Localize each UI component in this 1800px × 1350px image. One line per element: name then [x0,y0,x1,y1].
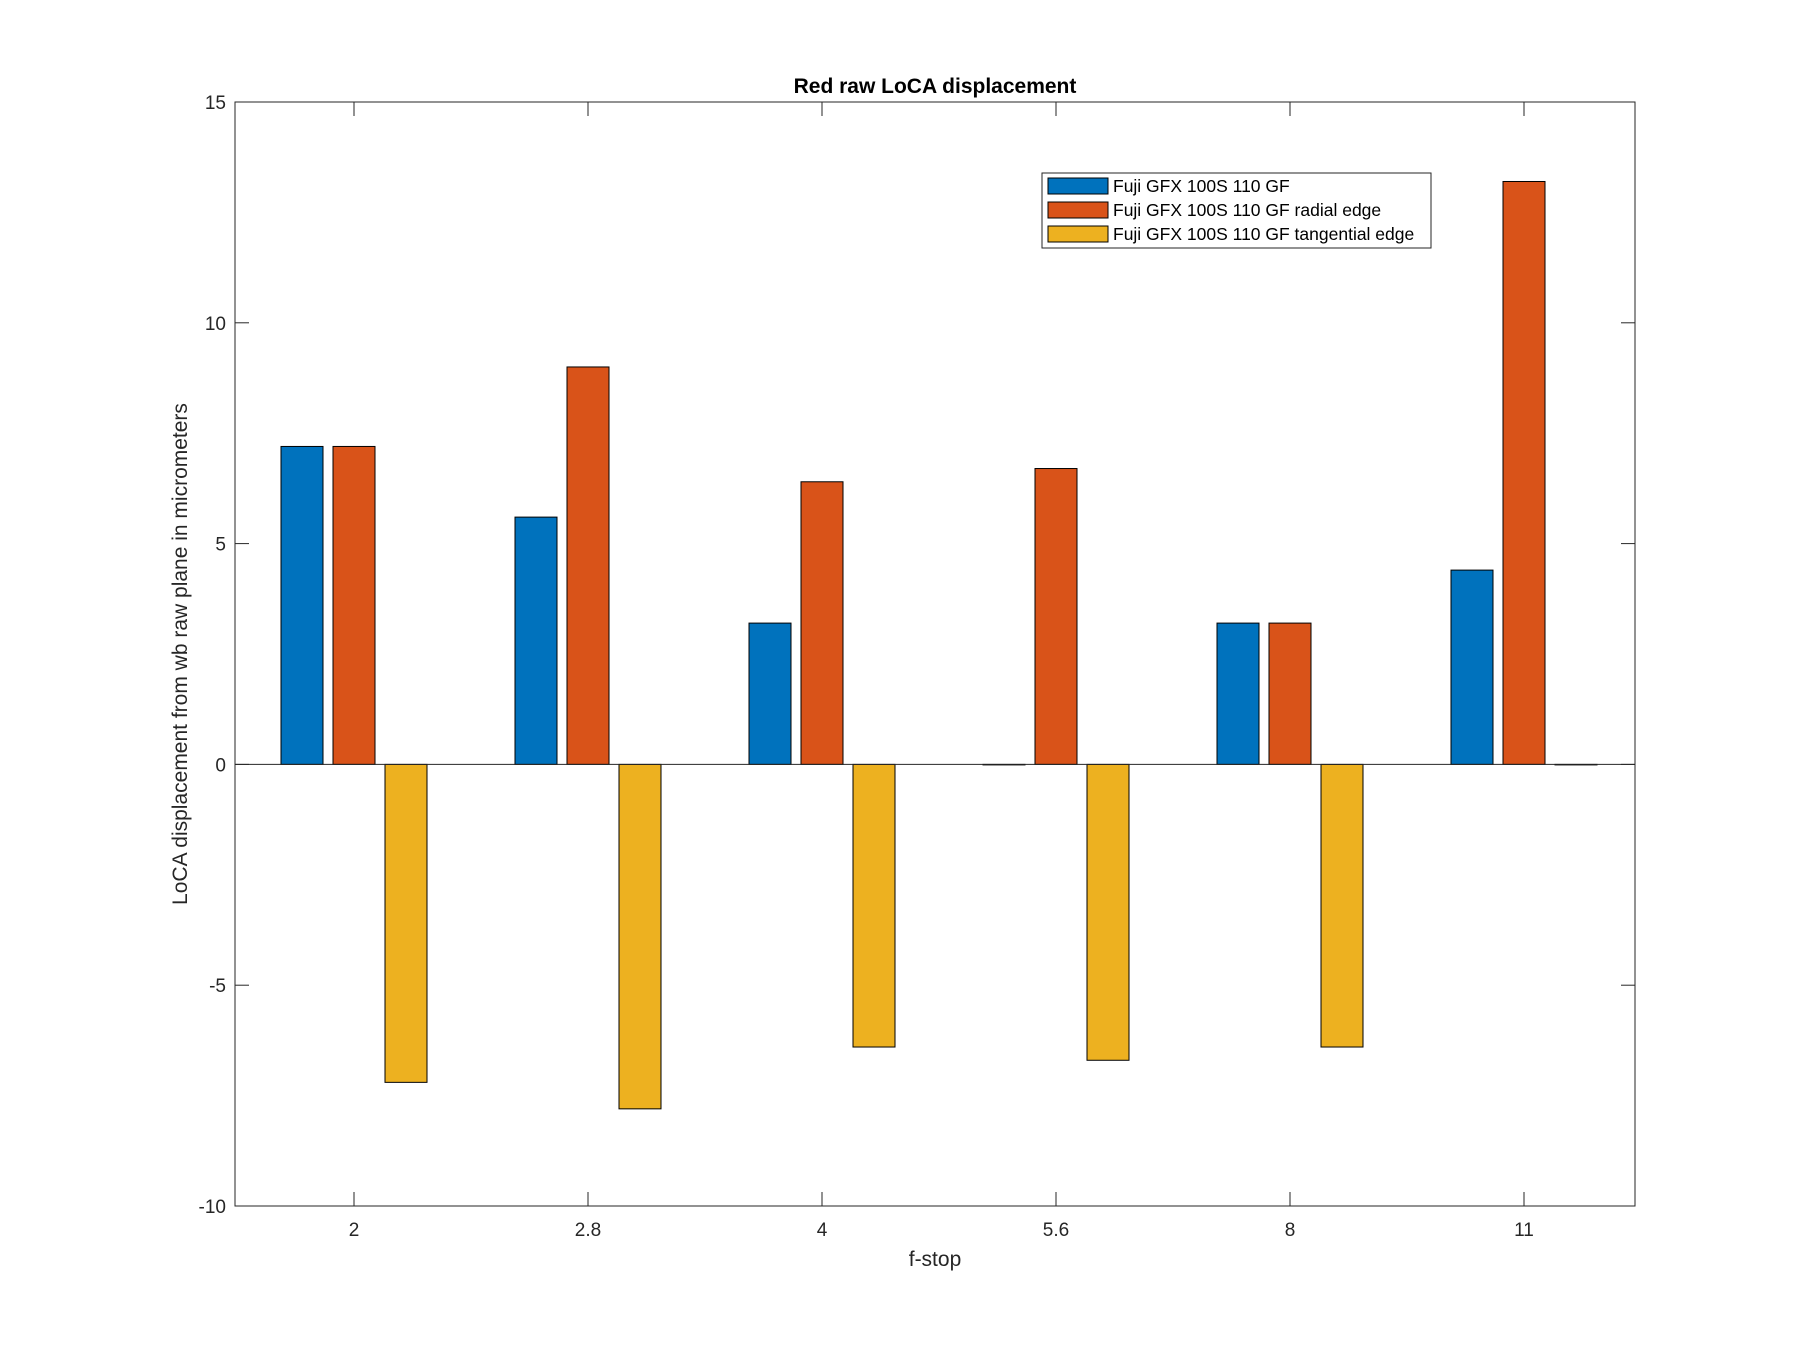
y-tick-label: -5 [209,976,226,997]
y-tick-label: 5 [215,535,226,556]
bars-layer [280,180,1598,1110]
x-axis-label: f-stop [909,1248,962,1271]
bar-series2-5.6 [1086,763,1130,1061]
legend-label-2: Fuji GFX 100S 110 GF tangential edge [1113,224,1414,244]
bar-series2-2.8 [618,763,662,1110]
legend-swatch-2 [1047,225,1109,243]
bar-series1-11 [1502,180,1546,765]
x-tick-label: 8 [1285,1220,1296,1241]
x-tick-label: 5.6 [1043,1220,1069,1241]
bar-series2-8 [1320,763,1364,1048]
bar-series0-4 [748,622,792,765]
x-tick-label: 2 [349,1220,360,1241]
bar-series1-2.8 [566,366,610,765]
legend: Fuji GFX 100S 110 GF Fuji GFX 100S 110 G… [1041,172,1432,249]
bar-series2-4 [852,763,896,1048]
y-tick-label: 10 [205,314,226,335]
legend-label-0: Fuji GFX 100S 110 GF [1113,176,1290,196]
ticks-layer: -10 -5 0 5 10 15 2 2.8 4 5.6 8 11 [199,93,1635,1241]
x-tick-label: 11 [1514,1220,1534,1241]
bar-series0-2 [280,445,324,765]
y-tick-label: 0 [215,755,226,776]
chart-title: Red raw LoCA displacement [794,75,1077,98]
plot-frame [234,101,1636,1207]
y-tick-label: -10 [199,1197,226,1218]
bar-series1-2 [332,445,376,765]
legend-swatch-0 [1047,177,1109,195]
bar-series0-8 [1216,622,1260,765]
bar-series1-5.6 [1034,468,1078,765]
bar-series2-2 [384,763,428,1083]
bar-series0-11 [1450,569,1494,765]
x-tick-label: 2.8 [575,1220,601,1241]
x-tick-label: 4 [817,1220,828,1241]
y-tick-label: 15 [205,93,226,114]
bar-series1-8 [1268,622,1312,765]
y-axis-label: LoCA displacement from wb raw plane in m… [169,403,192,905]
legend-label-1: Fuji GFX 100S 110 GF radial edge [1113,200,1381,220]
legend-swatch-1 [1047,201,1109,219]
bar-series0-2.8 [514,516,558,765]
bar-series1-4 [800,481,844,765]
plot-background [235,102,1635,1206]
